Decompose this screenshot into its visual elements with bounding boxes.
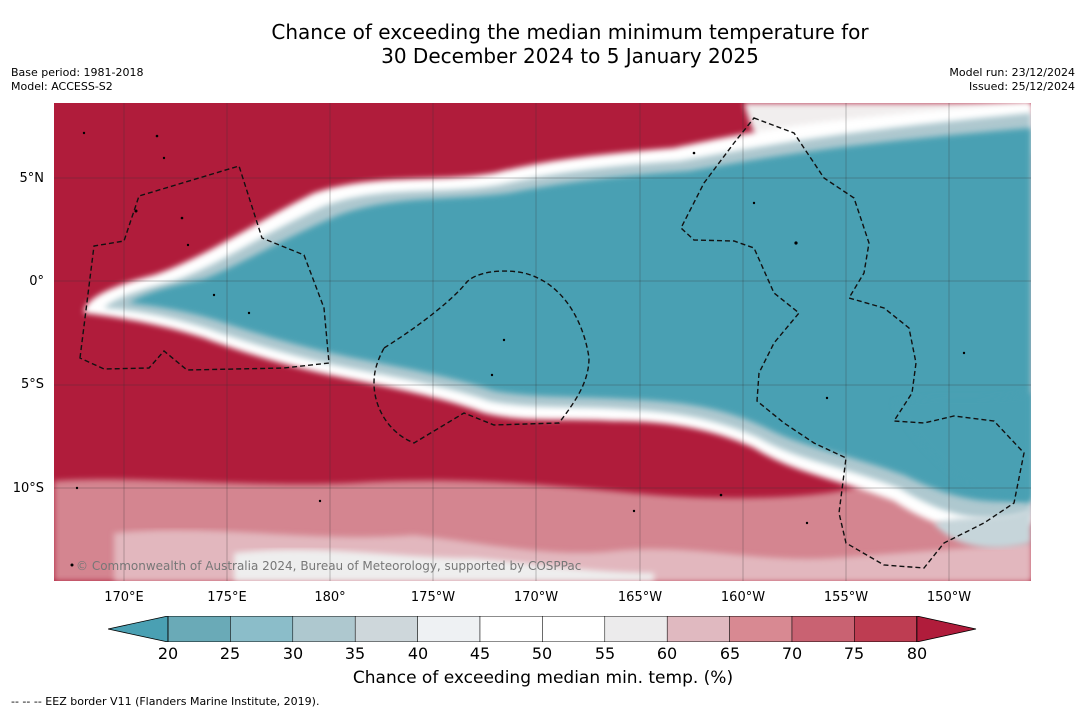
lon-label-170w: 170°W: [513, 590, 559, 605]
colorbar-tick-65: 65: [719, 644, 741, 663]
east-teal-extension: [894, 393, 1031, 503]
colorbar-bin-65-70: [729, 616, 793, 642]
colorbar-bin-25-30: [230, 616, 294, 642]
model-run: Model run: 23/12/2024: [949, 66, 1075, 79]
issued-date: Issued: 25/12/2024: [968, 80, 1075, 93]
lon-label-160w: 160°W: [720, 590, 766, 605]
title-line-2: 30 December 2024 to 5 January 2025: [381, 44, 759, 68]
graticule: [54, 103, 1031, 581]
east-light-patch: [934, 508, 1031, 548]
lon-label-180: 180°: [314, 590, 346, 605]
lon-label-165w: 165°W: [617, 590, 663, 605]
colorbar-bin-60-65: [666, 616, 730, 642]
colorbar-tick-80: 80: [906, 644, 928, 663]
southern-white-patch: [234, 549, 654, 581]
colorbar-arrow-low: [108, 616, 169, 642]
colorbar-tick-70: 70: [781, 644, 803, 663]
title-line-1: Chance of exceeding the median minimum t…: [271, 20, 869, 44]
colorbar-tick-40: 40: [407, 644, 429, 663]
eez-footnote: -- -- -- EEZ border V11 (Flanders Marine…: [11, 695, 320, 708]
colorbar-tick-30: 30: [282, 644, 304, 663]
colorbar-bin-20-25: [167, 616, 231, 642]
colorbar-bin-70-75: [791, 616, 855, 642]
colorbar-tick-75: 75: [843, 644, 865, 663]
colorbar-tick-45: 45: [469, 644, 491, 663]
lat-label-5s: 5°S: [20, 377, 44, 392]
colorbar-arrow-high: [916, 616, 977, 642]
colorbar-outline: [167, 616, 918, 642]
base-period: Base period: 1981-2018: [11, 66, 144, 79]
colorbar-bin-50-55: [542, 616, 606, 642]
colorbar-bin-40-45: [417, 616, 481, 642]
islands: [70, 131, 966, 567]
colorbar-tick-35: 35: [344, 644, 366, 663]
lat-label-5n: 5°N: [19, 171, 45, 186]
lon-label-175w: 175°W: [410, 590, 456, 605]
colorbar-label: Chance of exceeding median min. temp. (%…: [352, 668, 734, 688]
copyright-credit: © Commonwealth of Australia 2024, Bureau…: [76, 559, 582, 573]
lon-label-150w: 150°W: [926, 590, 972, 605]
colorbar-tick-60: 60: [656, 644, 678, 663]
eez-borders: [79, 117, 1025, 569]
colorbar-tick-55: 55: [594, 644, 616, 663]
lon-label-155w: 155°W: [823, 590, 869, 605]
cool-tongue-core: [129, 128, 1031, 502]
colorbar: [108, 616, 977, 642]
colorbar-tick-20: 20: [157, 644, 179, 663]
probability-map: [54, 103, 1031, 581]
colorbar-bin-75-80: [854, 616, 918, 642]
colorbar-bin-35-40: [354, 616, 418, 642]
model-name: Model: ACCESS-S2: [11, 80, 113, 93]
lon-label-175e: 175°E: [207, 590, 247, 605]
colorbar-tick-50: 50: [531, 644, 553, 663]
colorbar-bin-55-60: [604, 616, 668, 642]
colorbar-bin-45-50: [479, 616, 543, 642]
lat-label-10s: 10°S: [12, 481, 44, 496]
lat-label-0: 0°: [29, 274, 44, 289]
meta-right: Model run: 23/12/2024 Issued: 25/12/2024: [949, 66, 1075, 94]
map-title: Chance of exceeding the median minimum t…: [0, 20, 1085, 68]
lon-label-170e: 170°E: [104, 590, 144, 605]
colorbar-tick-25: 25: [219, 644, 241, 663]
colorbar-bin-30-35: [292, 616, 356, 642]
meta-left: Base period: 1981-2018 Model: ACCESS-S2: [11, 66, 143, 94]
